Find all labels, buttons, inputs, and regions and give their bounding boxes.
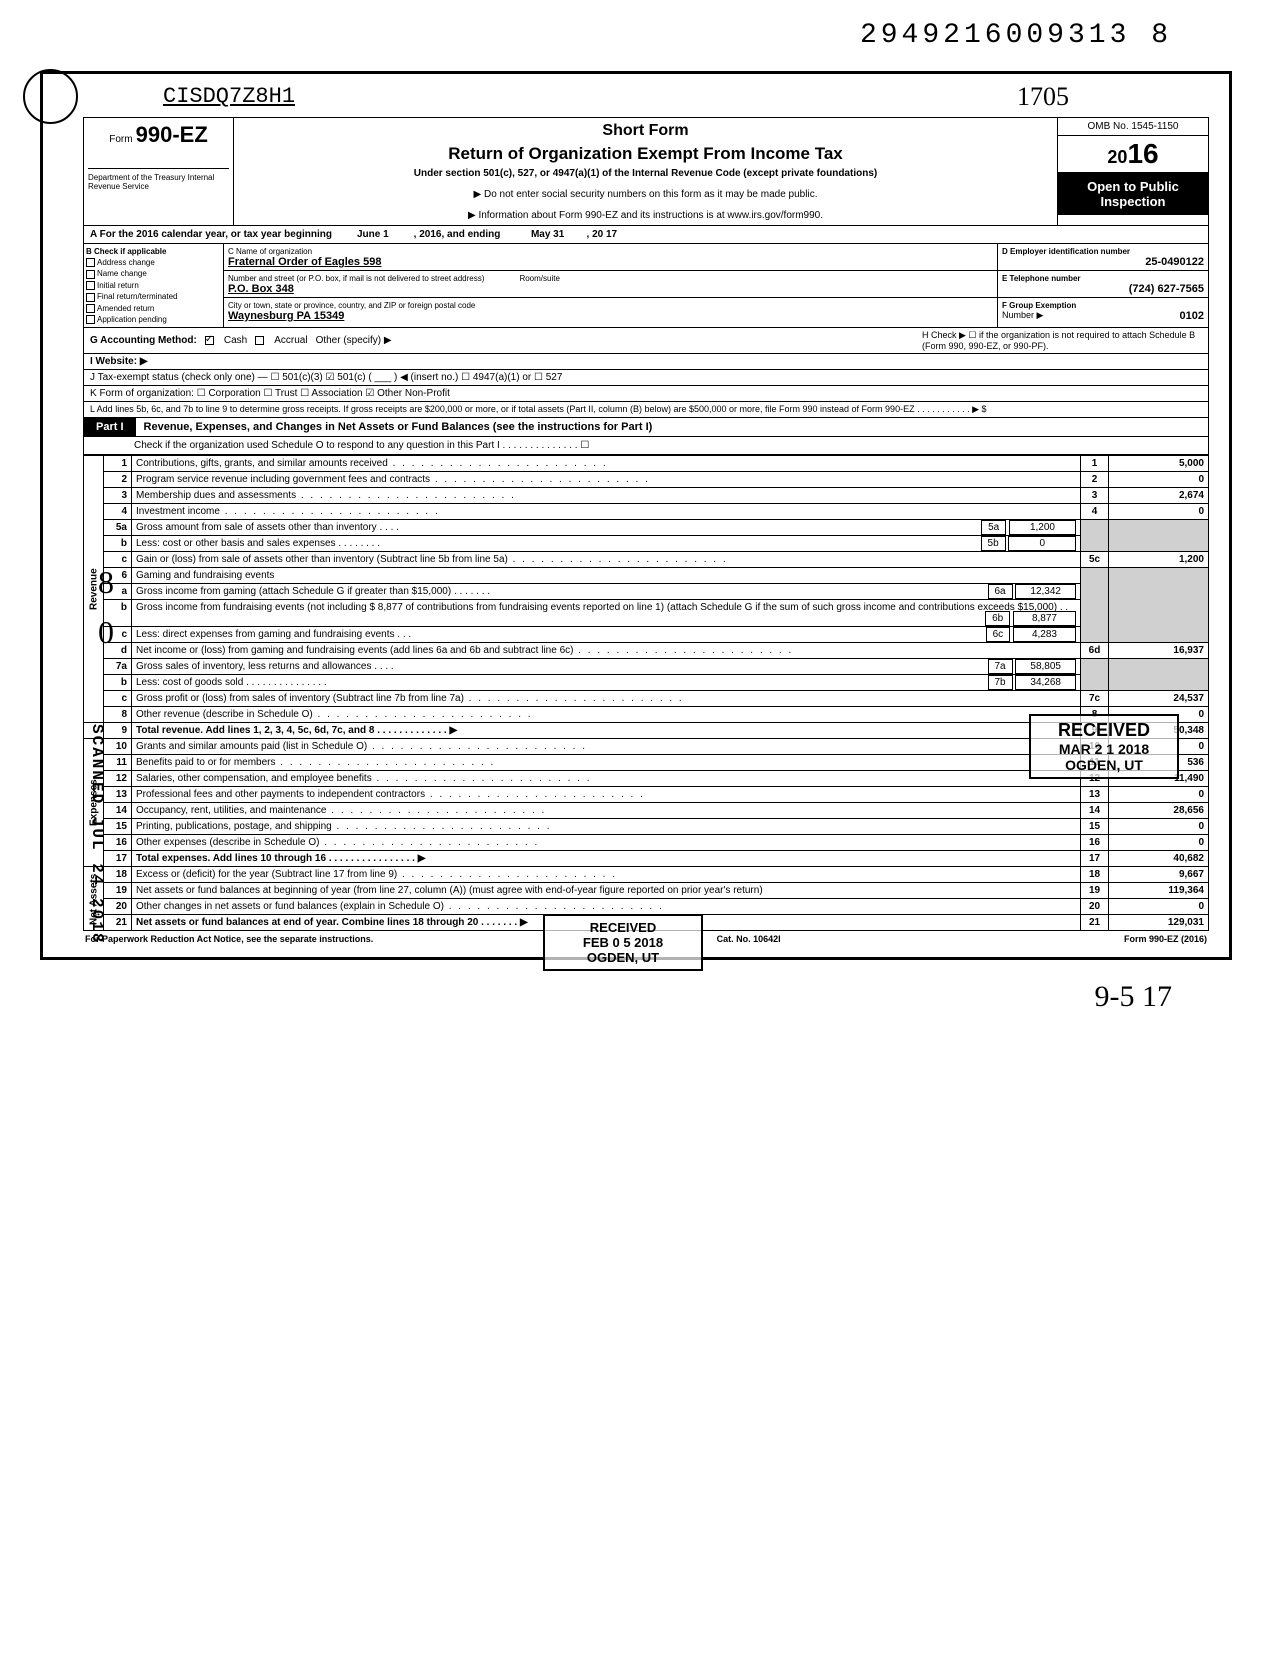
- phone: (724) 627-7565: [1002, 283, 1204, 295]
- ein: 25-0490122: [1002, 256, 1204, 268]
- expenses-label: Expenses: [84, 739, 104, 867]
- return-title: Return of Organization Exempt From Incom…: [242, 144, 1049, 164]
- info-notice: ▶ Information about Form 990-EZ and its …: [242, 210, 1049, 221]
- row-l: L Add lines 5b, 6c, and 7b to line 9 to …: [83, 402, 1209, 418]
- year-prefix: 20: [1107, 147, 1127, 167]
- part-1-check-o: Check if the organization used Schedule …: [83, 437, 1209, 455]
- form-page: CISDQ7Z8H1 1705 8 0 SCANNED JUL 24 2018 …: [40, 71, 1232, 960]
- org-name: Fraternal Order of Eagles 598: [228, 256, 381, 268]
- short-form-label: Short Form: [242, 122, 1049, 140]
- form-header: Form 990-EZ Department of the Treasury I…: [83, 117, 1209, 225]
- dept-treasury: Department of the Treasury Internal Reve…: [88, 168, 229, 191]
- handwritten-year: 1705: [1017, 82, 1069, 112]
- header-grid: B Check if applicable Address change Nam…: [83, 244, 1209, 328]
- org-street: P.O. Box 348: [228, 283, 294, 295]
- org-city: Waynesburg PA 15349: [228, 310, 344, 322]
- received-stamp-2: RECEIVED FEB 0 5 2018 OGDEN, UT: [543, 914, 703, 971]
- ssn-notice: ▶ Do not enter social security numbers o…: [242, 189, 1049, 200]
- row-a-taxyear: A For the 2016 calendar year, or tax yea…: [83, 225, 1209, 244]
- open-public: Open to Public Inspection: [1058, 173, 1208, 215]
- examiner-mark: [23, 69, 78, 124]
- netassets-label: Net Assets: [84, 867, 104, 931]
- row-g-h: G Accounting Method: Cash Accrual Other …: [83, 328, 1209, 354]
- part-1-bar: Part I Revenue, Expenses, and Changes in…: [83, 418, 1209, 437]
- document-number: 2949216009313 8: [40, 20, 1232, 51]
- form-prefix: Form: [109, 134, 132, 145]
- col-b-checkboxes: B Check if applicable Address change Nam…: [84, 244, 224, 327]
- lines-table: Revenue 1Contributions, gifts, grants, a…: [83, 455, 1209, 931]
- group-exemption: 0102: [1180, 310, 1204, 322]
- revenue-label: Revenue: [84, 456, 104, 723]
- under-section: Under section 501(c), 527, or 4947(a)(1)…: [242, 168, 1049, 179]
- row-i: I Website: ▶: [83, 354, 1209, 370]
- received-stamp-1: RECEIVED MAR 2 1 2018 OGDEN, UT: [1029, 714, 1179, 779]
- omb-number: OMB No. 1545-1150: [1058, 118, 1208, 136]
- form-number: 990-EZ: [136, 122, 208, 147]
- row-j: J Tax-exempt status (check only one) — ☐…: [83, 370, 1209, 386]
- handwritten-bottom: 9-5 17: [40, 960, 1232, 1034]
- row-k: K Form of organization: ☐ Corporation ☐ …: [83, 386, 1209, 402]
- tax-year: 16: [1127, 138, 1158, 169]
